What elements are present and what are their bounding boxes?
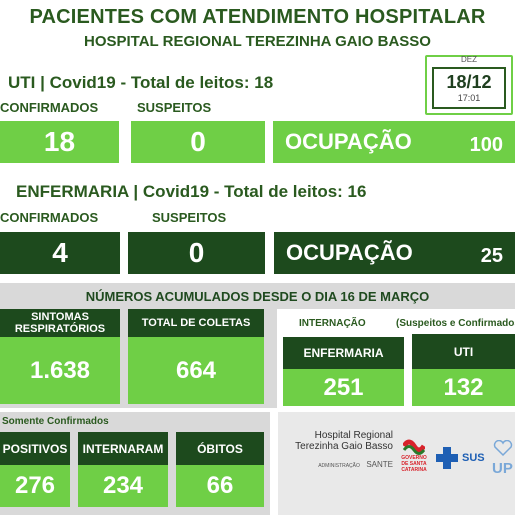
logos-panel — [278, 412, 515, 515]
internacao-enfermaria-header: ENFERMARIA — [283, 337, 404, 369]
enfermaria-heading: ENFERMARIA | Covid19 - Total de leitos: … — [16, 182, 367, 201]
uti-occupancy-box: OCUPAÇÃO 100 — [273, 121, 515, 163]
date-time: 17:01 — [457, 93, 481, 103]
date-card: DEZ 18/12 17:01 — [425, 55, 513, 115]
uti-confirmed-label: CONFIRMADOS — [0, 100, 99, 115]
uti-suspected-label: SUSPEITOS — [137, 100, 212, 115]
date-month: DEZ — [461, 55, 477, 64]
date-day: 18/12 — [446, 72, 492, 92]
date-inner: 18/12 17:01 — [432, 67, 506, 109]
hospital-logo-line1: Hospital Regional — [314, 430, 393, 441]
gov-line2: DE SANTA — [401, 461, 427, 467]
enfermaria-confirmed-value: 4 — [0, 232, 120, 274]
sintomas-value: 1.638 — [0, 337, 120, 404]
uti-suspected-value: 0 — [131, 121, 265, 163]
internacao-uti-value: 132 — [412, 369, 515, 406]
gov-line1: GOVERNO — [401, 455, 427, 461]
internacao-note: (Suspeitos e Confirmados) — [396, 318, 515, 329]
cross-icon — [436, 447, 458, 469]
coletas-header: TOTAL DE COLETAS — [128, 309, 264, 337]
sintomas-header: SINTOMAS RESPIRATÓRIOS — [0, 309, 120, 337]
positivos-value: 276 — [0, 465, 70, 507]
page-subtitle: HOSPITAL REGIONAL TEREZINHA GAIO BASSO — [84, 33, 431, 50]
hospital-logo: Hospital Regional Terezinha Gaio Basso A… — [285, 430, 393, 480]
internacao-uti-header: UTI — [412, 334, 515, 369]
positivos-header: POSITIVOS — [0, 432, 70, 465]
enfermaria-suspected-label: SUSPEITOS — [152, 210, 227, 225]
hospital-logo-admin: ADMINISTRAÇÃO SANTE — [285, 454, 393, 472]
gov-line3: CATARINA — [401, 467, 427, 473]
uti-confirmed-value: 18 — [0, 121, 119, 163]
upa-logo: UP — [492, 439, 515, 477]
internaram-header: INTERNARAM — [78, 432, 168, 465]
upa-label: UP — [492, 460, 513, 477]
sus-label: SUS — [462, 452, 485, 464]
upa-heart-icon — [493, 439, 513, 457]
accumulated-title: NÚMEROS ACUMULADOS DESDE O DIA 16 DE MAR… — [85, 289, 430, 304]
internaram-value: 234 — [78, 465, 168, 507]
enfermaria-confirmed-label: CONFIRMADOS — [0, 210, 99, 225]
uti-occupancy-value: 100 — [469, 133, 503, 156]
hospital-logo-line2: Terezinha Gaio Basso — [295, 441, 393, 452]
enfermaria-occupancy-label: OCUPAÇÃO — [286, 240, 413, 265]
enfermaria-occupancy-value: 25 — [480, 244, 503, 267]
uti-occupancy-label: OCUPAÇÃO — [285, 129, 412, 154]
enfermaria-occupancy-box: OCUPAÇÃO 25 — [274, 232, 515, 274]
enfermaria-suspected-value: 0 — [128, 232, 265, 274]
obitos-value: 66 — [176, 465, 264, 507]
internacao-enfermaria-value: 251 — [283, 369, 404, 406]
obitos-header: ÓBITOS — [176, 432, 264, 465]
uti-heading: UTI | Covid19 - Total de leitos: 18 — [8, 73, 274, 92]
admin-label: ADMINISTRAÇÃO — [318, 463, 360, 469]
coletas-value: 664 — [128, 337, 264, 404]
confirmed-only-label: Somente Confirmados — [2, 416, 109, 427]
sus-logo: SUS — [435, 445, 485, 471]
page-title: PACIENTES COM ATENDIMENTO HOSPITALAR — [29, 6, 486, 28]
sc-flag-icon — [403, 439, 425, 455]
sante-label: SANTE — [366, 460, 393, 469]
governo-sc-logo: GOVERNO DE SANTA CATARINA — [396, 437, 432, 481]
internacao-label: INTERNAÇÃO — [299, 318, 366, 329]
